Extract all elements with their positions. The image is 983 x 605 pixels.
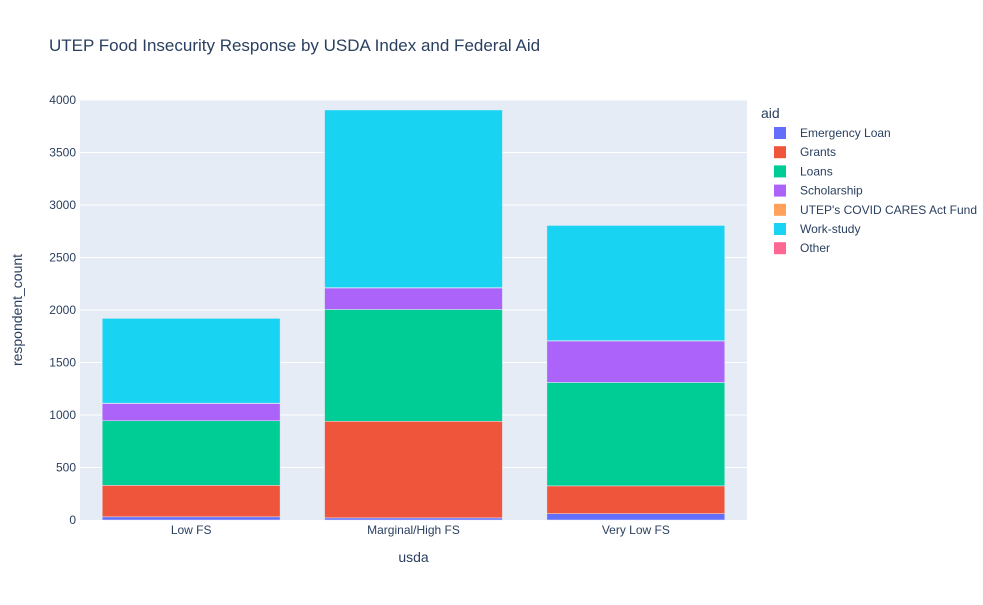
legend-swatch xyxy=(774,242,786,254)
legend-item-work-study[interactable]: Work-study xyxy=(774,222,860,236)
bar-marginal-high-fs-grants xyxy=(325,421,503,518)
legend-item-emergency-loan[interactable]: Emergency Loan xyxy=(774,126,891,140)
legend-swatch xyxy=(774,204,786,216)
y-tick-label: 0 xyxy=(69,513,76,527)
legend-item-other[interactable]: Other xyxy=(774,241,830,255)
y-tick-label: 3500 xyxy=(49,146,76,160)
bar-very-low-fs-emergency-loan xyxy=(547,514,725,520)
bar-very-low-fs-grants xyxy=(547,486,725,514)
legend-items: Emergency Loan Grants Loans Scholarship UTEP… xyxy=(774,126,977,255)
legend-item-scholarship[interactable]: Scholarship xyxy=(774,184,863,198)
x-tick-label: Low FS xyxy=(171,523,212,537)
legend-label: UTEP's COVID CARES Act Fund xyxy=(800,203,977,217)
bar-very-low-fs-loans xyxy=(547,382,725,485)
legend-title: aid xyxy=(761,105,780,121)
bar-marginal-high-fs-loans xyxy=(325,309,503,421)
y-tick-label: 1500 xyxy=(49,356,76,370)
bar-very-low-fs-scholarship xyxy=(547,341,725,382)
legend: aid Emergency Loan Grants Loans Scholarship… xyxy=(761,105,977,255)
y-tick-label: 2500 xyxy=(49,251,76,265)
legend-label: Other xyxy=(800,241,830,255)
bar-low-fs-work-study xyxy=(102,318,280,403)
x-tick-label: Very Low FS xyxy=(602,523,670,537)
chart-title: UTEP Food Insecurity Response by USDA In… xyxy=(49,36,540,55)
y-tick-label: 3000 xyxy=(49,198,76,212)
legend-label: Emergency Loan xyxy=(800,126,891,140)
legend-swatch xyxy=(774,185,786,197)
legend-label: Grants xyxy=(800,145,836,159)
y-tick-label: 500 xyxy=(56,461,76,475)
y-axis-label: respondent_count xyxy=(9,254,25,366)
legend-label: Loans xyxy=(800,164,833,178)
y-tick-label: 2000 xyxy=(49,303,76,317)
legend-item-utep-s-covid-cares-act-fund[interactable]: UTEP's COVID CARES Act Fund xyxy=(774,203,977,217)
y-tick-label: 1000 xyxy=(49,408,76,422)
bar-low-fs-grants xyxy=(102,485,280,516)
y-tick-label: 4000 xyxy=(49,93,76,107)
y-axis-ticks: 0 500 1000 1500 2000 2500 3000 3500 4000 xyxy=(49,93,76,527)
legend-swatch xyxy=(774,165,786,177)
legend-item-loans[interactable]: Loans xyxy=(774,164,833,178)
legend-label: Work-study xyxy=(800,222,860,236)
bar-low-fs-emergency-loan xyxy=(102,517,280,520)
legend-label: Scholarship xyxy=(800,184,863,198)
x-axis-label: usda xyxy=(398,549,429,565)
legend-swatch xyxy=(774,127,786,139)
bar-very-low-fs-work-study xyxy=(547,225,725,340)
x-tick-label: Marginal/High FS xyxy=(367,523,460,537)
bar-marginal-high-fs-scholarship xyxy=(325,288,503,310)
legend-swatch xyxy=(774,146,786,158)
bar-low-fs-scholarship xyxy=(102,403,280,420)
legend-swatch xyxy=(774,223,786,235)
legend-item-grants[interactable]: Grants xyxy=(774,145,836,159)
bar-marginal-high-fs-emergency-loan xyxy=(325,518,503,520)
bar-low-fs-loans xyxy=(102,421,280,486)
x-axis-ticks: Low FS Marginal/High FS Very Low FS xyxy=(171,523,670,537)
bar-marginal-high-fs-work-study xyxy=(325,110,503,288)
